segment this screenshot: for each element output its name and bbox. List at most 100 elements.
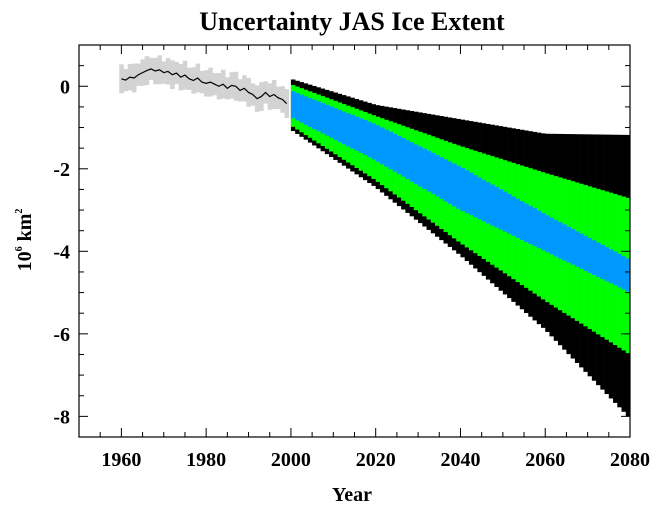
y-axis-label-unit: km xyxy=(14,213,36,241)
projection-band-step xyxy=(456,165,461,209)
projection-band-step xyxy=(473,175,478,218)
projection-band-step xyxy=(511,196,516,236)
projection-band-step xyxy=(422,148,427,190)
projection-band-step xyxy=(430,152,436,194)
projection-band-step xyxy=(299,94,304,123)
projection-band-step xyxy=(519,201,525,240)
projection-band-step xyxy=(498,189,504,230)
projection-band-2 xyxy=(290,91,631,292)
y-tick-label: -6 xyxy=(53,324,70,346)
projection-band-step xyxy=(613,251,618,286)
projection-band-step xyxy=(362,119,368,156)
projection-band-step xyxy=(290,91,296,119)
x-axis-label: Year xyxy=(332,484,372,506)
projection-band-step xyxy=(337,109,343,143)
y-axis-label-exp: 6 xyxy=(14,246,25,251)
observed-band-bar xyxy=(284,89,290,119)
projection-band-step xyxy=(524,203,529,243)
projection-band-step xyxy=(354,116,360,151)
projection-band-step xyxy=(447,161,453,204)
projection-band-step xyxy=(566,226,571,263)
projection-band-step xyxy=(435,155,440,197)
projection-band-step xyxy=(320,103,326,134)
plot-area xyxy=(119,55,631,417)
projection-band-step xyxy=(485,182,491,224)
projection-band-step xyxy=(481,179,487,222)
projection-band-step xyxy=(418,146,423,187)
projection-band-step xyxy=(329,106,334,138)
projection-band-step xyxy=(307,98,313,127)
projection-band-step xyxy=(392,133,398,172)
projection-band-step xyxy=(540,212,546,251)
projection-band-step xyxy=(333,108,338,140)
projection-band-step xyxy=(346,113,351,147)
projection-band-step xyxy=(295,92,300,121)
projection-band-step xyxy=(562,224,567,261)
projection-band-step xyxy=(375,125,381,162)
projection-band-step xyxy=(536,210,542,249)
projection-band-step xyxy=(379,127,385,165)
projection-band-step xyxy=(591,240,597,276)
projection-band-step xyxy=(532,208,538,247)
y-axis-label-unit-exp: 2 xyxy=(14,209,25,214)
projection-band-step xyxy=(371,123,376,160)
projection-band-step xyxy=(358,118,364,153)
projection-band-step xyxy=(553,219,559,257)
projection-band-step xyxy=(477,177,482,220)
projection-band-step xyxy=(583,235,588,271)
projection-band-step xyxy=(426,150,432,192)
projection-band-step xyxy=(617,253,622,288)
projection-band-step xyxy=(549,217,555,255)
projection-band-step xyxy=(557,222,563,259)
projection-band-step xyxy=(316,101,321,132)
projection-band-step xyxy=(439,157,444,199)
projection-band-step xyxy=(608,249,614,284)
projection-band-step xyxy=(515,198,521,238)
projection-band-step xyxy=(468,172,474,216)
projection-band-step xyxy=(384,129,389,167)
projection-band-step xyxy=(350,114,355,149)
projection-band-step xyxy=(596,242,601,278)
projection-band-step xyxy=(579,233,584,269)
projection-band-step xyxy=(388,131,393,170)
projection-band-step xyxy=(413,144,419,185)
projection-band-step xyxy=(494,186,499,228)
projection-band-step xyxy=(507,194,512,234)
projection-band-step xyxy=(401,138,406,177)
projection-band-step xyxy=(502,191,508,232)
x-tick-label: 2040 xyxy=(440,449,480,471)
observed-series-line xyxy=(121,68,288,105)
x-tick-label: 2080 xyxy=(610,449,650,471)
y-tick-label: -8 xyxy=(53,406,70,428)
x-tick-label: 2060 xyxy=(525,449,565,471)
projection-band-step xyxy=(312,99,317,130)
projection-band-step xyxy=(460,167,465,212)
projection-band-step xyxy=(464,170,470,214)
projection-band-step xyxy=(490,184,495,226)
projection-band-step xyxy=(625,258,631,292)
y-tick-label: -2 xyxy=(53,159,70,181)
x-tick-label: 1960 xyxy=(101,449,141,471)
x-tick-label: 1980 xyxy=(186,449,226,471)
projection-band-step xyxy=(545,215,550,253)
projection-band-step xyxy=(324,104,330,136)
projection-band-step xyxy=(604,247,610,282)
x-tick-label: 2020 xyxy=(356,449,396,471)
projection-band-step xyxy=(570,228,576,265)
projection-band-step xyxy=(574,231,580,267)
y-axis-label: 106 km2 xyxy=(14,209,36,272)
projection-band-step xyxy=(367,121,372,158)
chart-title: Uncertainty JAS Ice Extent xyxy=(199,7,505,36)
y-axis-label-base: 10 xyxy=(14,251,36,271)
projection-band-step xyxy=(443,159,449,202)
y-tick-label: -4 xyxy=(53,241,70,263)
projection-band-step xyxy=(587,238,593,273)
projection-band-step xyxy=(621,256,627,290)
projection-band-step xyxy=(409,142,415,182)
projection-band-step xyxy=(303,96,309,125)
projection-band-step xyxy=(528,205,533,245)
axes: 1960 1980 2000 2020 2040 2060 2080 0 -2 -4 -6 -8 xyxy=(53,44,650,471)
projection-band-step xyxy=(405,140,410,180)
projection-band-step xyxy=(600,244,605,280)
